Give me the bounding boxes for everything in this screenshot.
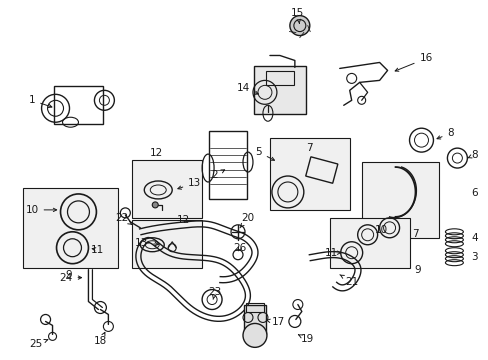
Polygon shape <box>269 138 349 210</box>
Text: 9: 9 <box>413 265 420 275</box>
Polygon shape <box>132 160 202 218</box>
Text: 12: 12 <box>176 215 189 225</box>
Text: 4: 4 <box>470 233 477 243</box>
Text: 15: 15 <box>291 8 304 23</box>
Text: 14: 14 <box>236 84 258 94</box>
Circle shape <box>152 202 158 208</box>
Polygon shape <box>361 162 439 238</box>
Polygon shape <box>329 218 408 268</box>
Bar <box>244 305 265 334</box>
Text: 11: 11 <box>324 248 340 258</box>
Text: 18: 18 <box>94 332 107 346</box>
Circle shape <box>289 15 309 36</box>
Text: 5: 5 <box>255 147 274 160</box>
Text: 25: 25 <box>29 339 48 349</box>
Text: 13: 13 <box>178 178 201 189</box>
Text: 3: 3 <box>470 252 477 262</box>
Text: 20: 20 <box>240 213 254 228</box>
Text: 7: 7 <box>411 229 418 239</box>
Text: 17: 17 <box>266 318 285 328</box>
Text: 2: 2 <box>211 170 224 180</box>
Text: 12: 12 <box>149 148 163 158</box>
Text: 8: 8 <box>467 150 477 160</box>
Text: 21: 21 <box>339 275 358 287</box>
Bar <box>245 302 264 312</box>
Text: 26: 26 <box>233 243 246 253</box>
Text: 8: 8 <box>436 128 453 139</box>
Text: 23: 23 <box>208 287 221 300</box>
Circle shape <box>243 323 266 347</box>
Bar <box>253 67 305 114</box>
Text: 10: 10 <box>374 225 387 235</box>
Text: 7: 7 <box>306 143 312 153</box>
Text: 6: 6 <box>470 188 477 198</box>
Text: 16: 16 <box>394 54 432 71</box>
Bar <box>209 131 246 199</box>
Text: 19: 19 <box>298 334 314 345</box>
Text: 1: 1 <box>29 95 52 108</box>
Text: 24: 24 <box>59 273 81 283</box>
Text: 11: 11 <box>90 245 103 255</box>
Polygon shape <box>22 188 118 268</box>
Bar <box>53 86 103 124</box>
Text: 13: 13 <box>135 238 158 248</box>
Polygon shape <box>132 220 202 268</box>
Text: 22: 22 <box>115 213 131 224</box>
Text: 9: 9 <box>65 270 72 280</box>
Bar <box>265 71 293 85</box>
Text: 10: 10 <box>25 205 57 215</box>
